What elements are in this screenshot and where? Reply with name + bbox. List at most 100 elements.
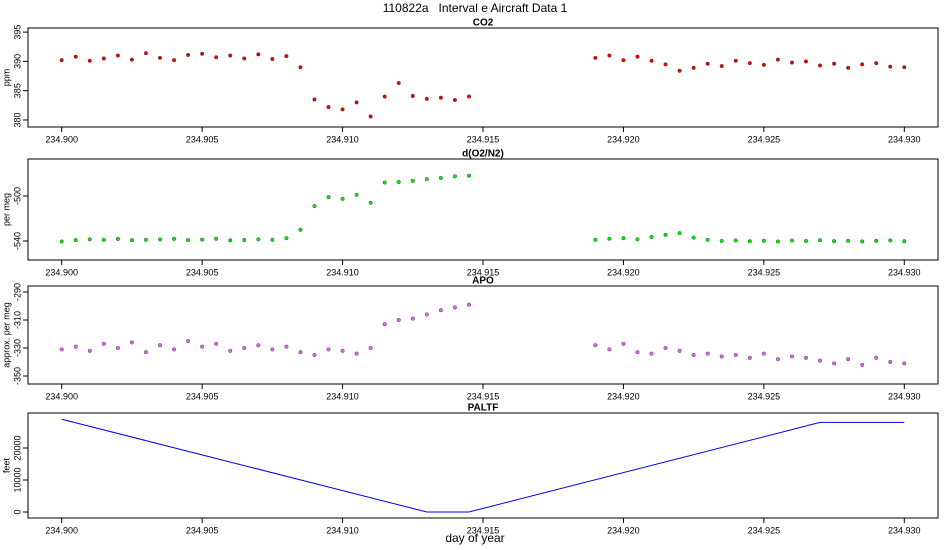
x-tick-label: 234.930 xyxy=(888,134,921,144)
data-point xyxy=(284,344,289,349)
data-point xyxy=(593,55,598,60)
data-point xyxy=(593,237,598,242)
data-point xyxy=(607,53,612,58)
data-point xyxy=(270,347,275,352)
data-point xyxy=(396,318,401,323)
data-point xyxy=(874,355,879,360)
y-axis-label: feet xyxy=(1,457,11,473)
data-point xyxy=(691,65,696,70)
data-point xyxy=(874,238,879,243)
data-point xyxy=(298,65,303,70)
data-point xyxy=(298,227,303,232)
data-point xyxy=(200,344,205,349)
data-point xyxy=(621,58,626,63)
data-point xyxy=(340,107,345,112)
data-point xyxy=(284,54,289,59)
data-point xyxy=(326,195,331,200)
data-point xyxy=(705,61,710,66)
data-point xyxy=(87,237,92,242)
data-point xyxy=(649,58,654,63)
data-point xyxy=(158,343,163,348)
data-point xyxy=(593,343,598,348)
data-point xyxy=(186,339,191,344)
x-tick-label: 234.905 xyxy=(186,391,219,401)
data-point xyxy=(270,237,275,242)
data-point xyxy=(242,56,247,61)
y-tick-label: 395 xyxy=(12,25,22,40)
x-tick-label: 234.905 xyxy=(186,134,219,144)
data-point xyxy=(101,237,106,242)
data-point xyxy=(354,351,359,356)
data-point xyxy=(733,353,738,358)
x-tick-label: 234.925 xyxy=(748,134,781,144)
x-tick-label: 234.930 xyxy=(888,267,921,277)
data-point xyxy=(691,235,696,240)
data-point xyxy=(888,238,893,243)
data-point xyxy=(214,236,219,241)
data-point xyxy=(129,57,134,62)
data-point xyxy=(270,57,275,62)
data-point xyxy=(818,238,823,243)
data-point xyxy=(775,57,780,62)
data-point xyxy=(803,238,808,243)
data-point xyxy=(621,341,626,346)
data-point xyxy=(452,98,457,103)
panel-title: CO2 xyxy=(473,18,494,29)
data-point xyxy=(326,105,331,110)
x-tick-label: 234.915 xyxy=(467,525,500,535)
data-point xyxy=(158,237,163,242)
data-point xyxy=(382,94,387,99)
data-point xyxy=(143,237,148,242)
data-point xyxy=(719,354,724,359)
y-tick-label: -290 xyxy=(12,283,22,301)
y-tick-label: 380 xyxy=(12,112,22,127)
data-point xyxy=(832,239,837,244)
data-point xyxy=(438,308,443,313)
x-tick-label: 234.925 xyxy=(748,391,781,401)
data-point xyxy=(860,362,865,367)
data-point xyxy=(172,236,177,241)
data-point xyxy=(733,238,738,243)
x-tick-label: 234.930 xyxy=(888,391,921,401)
x-tick-label: 234.920 xyxy=(607,134,640,144)
data-point xyxy=(438,176,443,181)
data-point xyxy=(87,58,92,63)
data-point xyxy=(733,58,738,63)
data-point xyxy=(775,239,780,244)
data-point xyxy=(73,344,78,349)
data-point xyxy=(719,238,724,243)
data-point xyxy=(186,52,191,57)
data-point xyxy=(719,64,724,69)
y-tick-label: 0 xyxy=(12,509,22,514)
panel-title: APO xyxy=(472,276,494,287)
data-point xyxy=(466,302,471,307)
data-point xyxy=(129,340,134,345)
data-point xyxy=(761,62,766,67)
data-point xyxy=(382,180,387,185)
y-tick-label: -500 xyxy=(12,187,22,205)
data-point xyxy=(115,236,120,241)
data-point xyxy=(424,312,429,317)
data-point xyxy=(902,65,907,70)
data-point xyxy=(214,341,219,346)
data-point xyxy=(466,173,471,178)
data-point xyxy=(888,64,893,69)
y-tick-label: 10000 xyxy=(12,467,22,492)
y-tick-label: 20000 xyxy=(12,435,22,460)
data-point xyxy=(452,305,457,310)
plot-frame xyxy=(27,285,939,385)
data-point xyxy=(846,238,851,243)
x-tick-label: 234.915 xyxy=(467,267,500,277)
data-point xyxy=(747,239,752,244)
x-tick-label: 234.900 xyxy=(45,391,78,401)
x-tick-label: 234.910 xyxy=(326,267,359,277)
plot-frame xyxy=(27,27,939,128)
data-point xyxy=(902,239,907,244)
data-point xyxy=(115,346,120,351)
data-point xyxy=(284,236,289,241)
data-point xyxy=(186,238,191,243)
data-point xyxy=(677,348,682,353)
data-point xyxy=(228,348,233,353)
data-point xyxy=(312,204,317,209)
